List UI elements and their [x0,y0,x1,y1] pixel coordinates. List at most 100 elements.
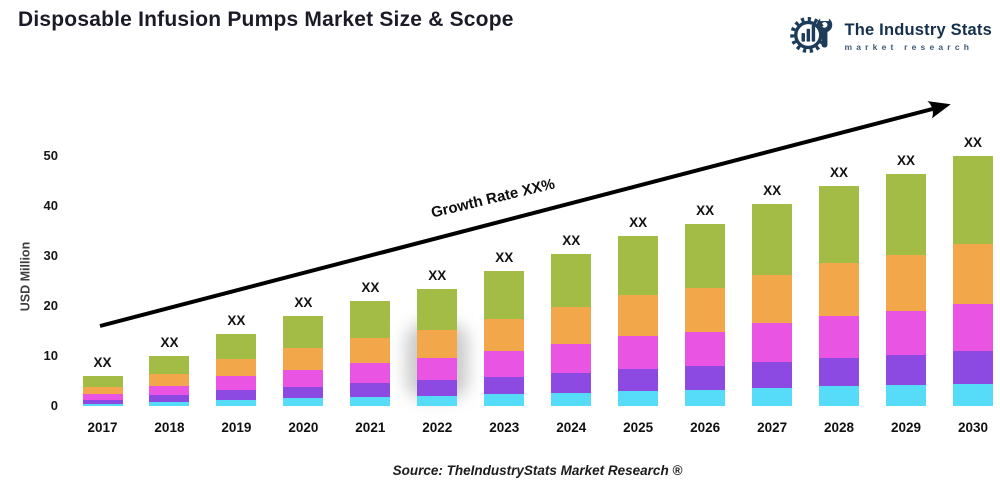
bar-2029-layer-4-orange [886,255,927,311]
bar-2021-layer-4-orange [350,338,391,363]
bar-2020-layer-1-cyan [283,398,324,406]
x-tick-2018: 2018 [154,420,185,435]
logo-tagline: market research [844,41,974,52]
bar-value-label-2029: XX [897,152,916,168]
y-tick-30: 30 [43,248,58,263]
x-tick-2029: 2029 [890,420,922,435]
bar-2030-layer-1-cyan [952,383,993,406]
x-tick-2022: 2022 [422,420,453,435]
bar-2017-layer-1-cyan [82,403,123,406]
bar-value-label-2023: XX [495,250,514,265]
bar-2030-layer-5-green [952,156,993,244]
bar-2026 [685,223,726,406]
bar-2026-layer-4-orange [685,287,726,332]
logo-text: The Industry Stats market research [844,22,992,51]
bar-2029-layer-2-purple [886,355,927,385]
bar-2027-layer-5-green [752,203,793,275]
bar-2026-layer-3-magenta [685,331,726,366]
bar-2025-layer-5-green [618,236,659,295]
growth-rate-annotation: Growth Rate XX% [429,175,557,222]
x-tick-2030: 2030 [957,420,988,435]
bar-2024-layer-1-cyan [551,392,592,406]
bar-2028-layer-5-green [819,186,860,263]
bar-2023-layer-1-cyan [484,394,525,406]
bar-2017-layer-2-purple [82,399,123,404]
bar-2026-layer-1-cyan [685,389,726,406]
gear-wrench-chart-icon [790,12,838,61]
x-tick-2019: 2019 [221,420,252,435]
bar-2030 [952,156,993,406]
bar-2019-layer-1-cyan [216,399,257,406]
bar-2026-layer-2-purple [685,366,726,390]
bar-2022-layer-2-purple [417,380,458,396]
x-tick-2020: 2020 [288,420,319,435]
y-tick-20: 20 [43,298,58,313]
bar-2020-layer-4-orange [283,348,324,370]
bar-value-label-2017: XX [93,355,112,370]
bar-2023-layer-5-green [484,271,525,319]
x-tick-2028: 2028 [824,420,855,435]
bar-2019 [216,333,257,406]
bar-2027 [752,203,793,406]
bar-2022-layer-5-green [417,288,458,330]
bar-2028-layer-4-orange [819,262,860,316]
x-tick-2024: 2024 [556,420,587,435]
bar-2025 [618,236,659,406]
bar-2024-layer-5-green [551,253,592,307]
bar-2024 [551,253,592,406]
bar-2018-layer-3-magenta [149,385,190,395]
bar-2020-layer-5-green [283,316,324,348]
bar-2026-layer-5-green [685,223,726,288]
bar-2019-layer-2-purple [216,390,257,400]
bar-2030-layer-4-orange [952,243,993,304]
bar-2027-layer-2-purple [752,361,793,388]
bar-2029-layer-3-magenta [886,311,927,355]
bar-2030-layer-3-magenta [952,303,993,351]
bar-value-label-2021: XX [361,280,380,295]
bar-2019-layer-3-magenta [216,376,257,390]
bar-2030-layer-2-purple [952,351,993,384]
bar-2021 [350,301,391,406]
x-tick-2021: 2021 [355,420,386,435]
bar-2023-layer-2-purple [484,376,525,394]
x-tick-2027: 2027 [757,420,788,435]
bar-2022-layer-4-orange [417,329,458,358]
bar-2020-layer-3-magenta [283,369,324,387]
bar-2029 [886,173,927,406]
bar-2024-layer-2-purple [551,372,592,393]
y-axis-label: USD Million [18,241,33,312]
bar-2018-layer-5-green [149,356,190,374]
bar-2020 [283,316,324,406]
bar-2021-layer-5-green [350,301,391,338]
bar-value-label-2020: XX [294,295,313,310]
bar-2018 [149,356,190,406]
bar-2027-layer-3-magenta [752,323,793,362]
bar-value-label-2019: XX [227,312,246,328]
bar-2028-layer-2-purple [819,357,860,386]
bar-2017 [82,376,123,406]
bar-2023-layer-3-magenta [484,351,525,377]
bar-2020-layer-2-purple [283,386,324,398]
bar-2021-layer-2-purple [350,383,391,397]
bar-2017-layer-3-magenta [82,394,123,400]
bar-2018-layer-2-purple [149,395,190,402]
bar-2029-layer-5-green [886,173,927,255]
bar-2025-layer-1-cyan [618,390,659,406]
bar-value-label-2018: XX [160,335,179,350]
bar-2024-layer-3-magenta [551,343,592,373]
y-tick-40: 40 [43,198,58,213]
bar-value-label-2026: XX [696,202,715,218]
bar-value-label-2028: XX [830,165,849,180]
bar-2022-layer-1-cyan [417,395,458,406]
bar-2025-layer-3-magenta [618,336,659,369]
bar-2021-layer-3-magenta [350,363,391,383]
bar-2021-layer-1-cyan [350,396,391,406]
bar-2027-layer-4-orange [752,274,793,323]
bar-2023 [484,271,525,406]
bar-2019-layer-5-green [216,333,257,359]
bar-2017-layer-5-green [82,376,123,387]
bar-2022 [417,288,458,406]
bar-value-label-2024: XX [562,232,581,248]
bar-2025-layer-4-orange [618,295,659,336]
page-title: Disposable Infusion Pumps Market Size & … [18,8,514,31]
